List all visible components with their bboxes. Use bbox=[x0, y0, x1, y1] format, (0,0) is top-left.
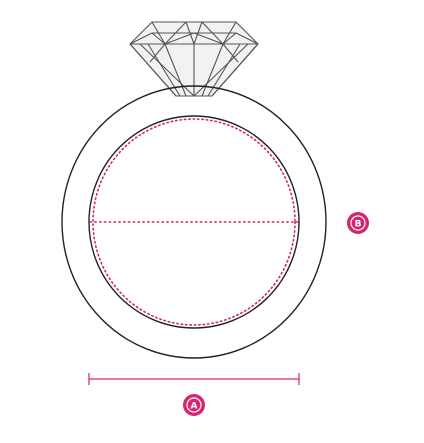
marker-a-badge: A bbox=[183, 394, 205, 416]
ring-inner-edge bbox=[88, 115, 300, 329]
inner-diameter-guide bbox=[89, 118, 299, 326]
diamond-icon bbox=[129, 21, 259, 97]
marker-b-badge: B bbox=[347, 212, 369, 234]
inner-circumference-dotted bbox=[92, 118, 296, 326]
ring-outer-edge bbox=[61, 85, 327, 359]
ring-band-icon bbox=[61, 85, 327, 359]
marker-a-label: A bbox=[191, 402, 198, 412]
marker-b-label: B bbox=[355, 220, 362, 230]
width-dimension-line bbox=[88, 373, 300, 385]
